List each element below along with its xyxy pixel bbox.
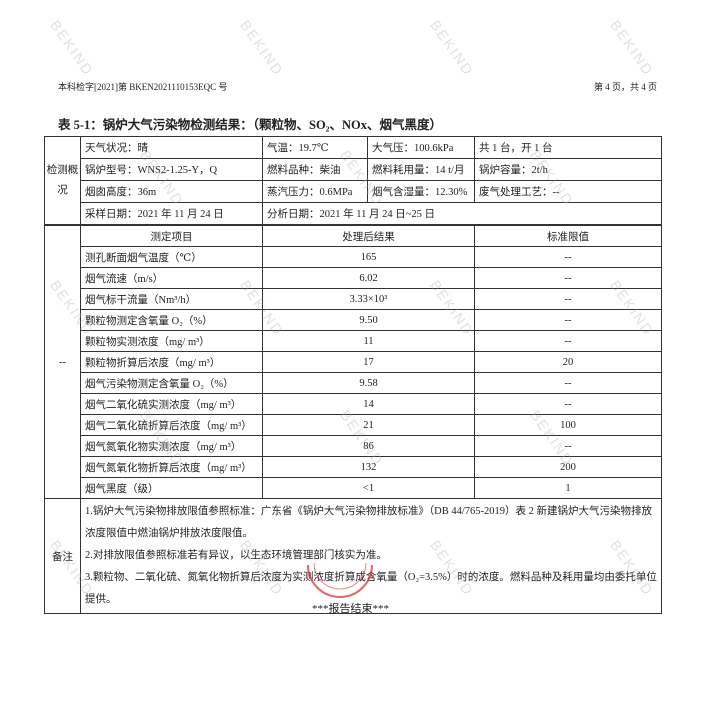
watermark: BEKIND (607, 17, 658, 79)
cell-item: 烟气黑度（级） (80, 477, 263, 499)
cell-result: <1 (262, 477, 475, 499)
table-row: 烟气标干流量（Nm³/h） 3.33×10³ -- (45, 288, 662, 310)
table-row: 颗粒物测定含氧量 O₂（%） 9.50 -- (45, 309, 662, 331)
cell-limit: -- (474, 372, 662, 394)
overview-cell: 天气状况：晴 (80, 136, 263, 159)
remarks-cell: 1.锅炉大气污染物排放限值参照标准：广东省《锅炉大气污染物排放标准》（DB 44… (80, 498, 662, 614)
cell-limit: -- (474, 330, 662, 352)
page-number: 第 4 页，共 4 页 (593, 82, 657, 92)
overview-table: 检测概况 天气状况：晴 气温：19.7℃ 大气压：100.6kPa 共 1 台，… (44, 136, 662, 225)
table-row: 颗粒物折算后浓度（mg/ m³） 17 20 (45, 351, 662, 373)
overview-cell: 共 1 台，开 1 台 (474, 136, 662, 159)
cell-result: 9.50 (262, 309, 475, 331)
cell-result: 17 (262, 351, 475, 373)
report-number: 本科检字[2021]第 BKEN2021110153EQC 号 (58, 82, 228, 92)
cell-result: 165 (262, 246, 475, 268)
table-row: 烟气二氧化硫折算后浓度（mg/ m³） 21 100 (45, 414, 662, 436)
cell-limit: -- (474, 393, 662, 415)
seal-stamp (307, 562, 373, 598)
results-table: -- 测定项目 处理后结果 标准限值 测孔断面烟气温度（℃） 165 -- 烟气流速（… (44, 225, 662, 614)
cell-item: 颗粒物实测浓度（mg/ m³） (80, 330, 263, 352)
table-row: 测孔断面烟气温度（℃） 165 -- (45, 246, 662, 268)
results-side-label: -- (44, 225, 81, 499)
table-row: 颗粒物实测浓度（mg/ m³） 11 -- (45, 330, 662, 352)
remark-item: 2.对排放限值参照标准若有异议，以生态环境管理部门核实为准。 (85, 550, 387, 561)
table-row: 烟气黑度（级） <1 1 (45, 477, 662, 499)
watermark: BEKIND (237, 17, 288, 79)
overview-cell: 蒸汽压力：0.6MPa (262, 180, 368, 203)
cell-limit: 20 (474, 351, 662, 373)
watermark: BEKIND (47, 17, 98, 79)
cell-item: 烟气标干流量（Nm³/h） (80, 288, 263, 310)
overview-cell: 大气压：100.6kPa (367, 136, 475, 159)
remark-item: 3.颗粒物、二氧化硫、氮氧化物折算后浓度为实测浓度折算成含氧量（O₂=3.5%）… (85, 572, 657, 605)
overview-label: 检测概况 (44, 136, 81, 225)
cell-result: 11 (262, 330, 475, 352)
cell-limit: 100 (474, 414, 662, 436)
cell-item: 烟气二氧化硫折算后浓度（mg/ m³） (80, 414, 263, 436)
table-row: 烟气流速（m/s） 6.02 -- (45, 267, 662, 289)
cell-item: 测孔断面烟气温度（℃） (80, 246, 263, 268)
analysis-date: 分析日期：2021 年 11 月 24 日~25 日 (262, 202, 662, 225)
cell-item: 烟气流速（m/s） (80, 267, 263, 289)
cell-item: 烟气二氧化硫实测浓度（mg/ m³） (80, 393, 263, 415)
table-row: 烟气污染物测定含氧量 O₂（%） 9.58 -- (45, 372, 662, 394)
cell-limit: -- (474, 267, 662, 289)
cell-item: 颗粒物测定含氧量 O₂（%） (80, 309, 263, 331)
sampling-date: 采样日期：2021 年 11 月 24 日 (80, 202, 263, 225)
header-result: 处理后结果 (262, 225, 475, 247)
table-row: 烟气氮氧化物实测浓度（mg/ m³） 86 -- (45, 435, 662, 457)
table-row: 烟气二氧化硫实测浓度（mg/ m³） 14 -- (45, 393, 662, 415)
watermark: BEKIND (427, 17, 478, 79)
cell-result: 9.58 (262, 372, 475, 394)
cell-result: 14 (262, 393, 475, 415)
report-end: ***报告结束*** (312, 603, 389, 615)
cell-item: 烟气污染物测定含氧量 O₂（%） (80, 372, 263, 394)
cell-item: 颗粒物折算后浓度（mg/ m³） (80, 351, 263, 373)
cell-limit: 1 (474, 477, 662, 499)
header-item: 测定项目 (80, 225, 263, 247)
header-limit: 标准限值 (474, 225, 662, 247)
overview-cell: 燃料耗用量：14 t/月 (367, 158, 475, 181)
cell-limit: -- (474, 246, 662, 268)
table-title: 表 5-1：锅炉大气污染物检测结果：（颗粒物、SO₂、NOx、烟气黑度） (58, 118, 442, 132)
remark-item: 1.锅炉大气污染物排放限值参照标准：广东省《锅炉大气污染物排放标准》（DB 44… (85, 506, 652, 539)
overview-cell: 锅炉容量：2t/h (474, 158, 662, 181)
